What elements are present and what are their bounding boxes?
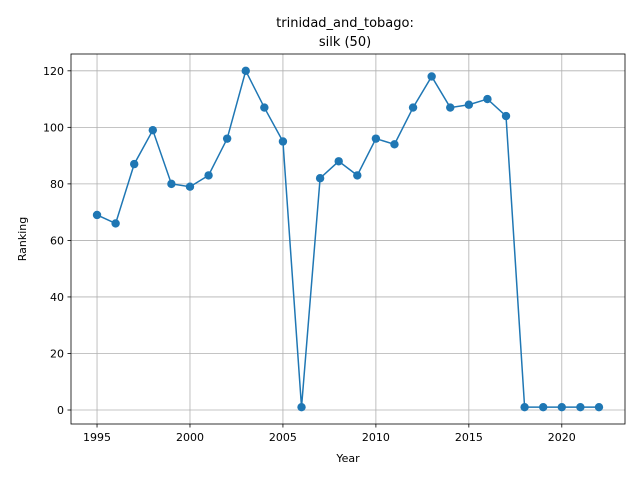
plot-frame: [70, 53, 626, 425]
data-point: [222, 134, 232, 143]
grid-lines: [71, 54, 625, 424]
data-point: [111, 219, 120, 228]
data-point: [92, 210, 102, 220]
data-point: [130, 159, 139, 169]
x-tick-label: 2015: [455, 431, 483, 444]
y-tick-label: 0: [57, 404, 64, 417]
x-tick-label: 1995: [83, 431, 111, 444]
x-axis-label: Year: [335, 452, 360, 465]
data-point: [334, 157, 343, 166]
y-tick-label: 100: [43, 121, 64, 134]
axis-ticks: 1995 2000 2005 2010 2015 2020 0 20 40 60 80 100 120: [43, 65, 576, 444]
chart-title-line-2: silk (50): [319, 35, 371, 50]
x-tick-label: 2010: [362, 431, 390, 444]
chart-title-line-1: trinidad_and_tobago:: [276, 16, 414, 31]
data-point: [464, 100, 474, 109]
data-point: [297, 402, 306, 412]
data-point: [241, 66, 250, 76]
data-point: [520, 402, 529, 412]
data-point: [371, 134, 381, 143]
data-point: [539, 402, 548, 412]
data-point: [315, 174, 325, 183]
data-point: [167, 179, 176, 189]
y-axis-label: Ranking: [16, 217, 29, 262]
data-point: [148, 125, 157, 135]
y-tick-label: 40: [50, 291, 64, 304]
data-point: [501, 111, 511, 121]
data-point: [557, 402, 566, 412]
data-point: [260, 103, 269, 112]
data-point: [278, 137, 288, 146]
y-tick-label: 20: [50, 347, 64, 360]
y-tick-label: 120: [43, 65, 64, 78]
y-tick-label: 60: [50, 234, 64, 247]
x-tick-label: 2005: [269, 431, 297, 444]
data-point: [408, 103, 418, 112]
data-point: [390, 140, 399, 149]
data-point: [353, 171, 362, 180]
data-point: [204, 171, 213, 180]
data-point: [576, 402, 585, 412]
data-point: [185, 182, 195, 191]
y-tick-label: 80: [50, 178, 64, 191]
data-point: [427, 72, 436, 81]
x-tick-label: 2020: [548, 431, 576, 444]
data-point: [483, 94, 492, 104]
series-line: [96, 68, 599, 408]
data-point: [594, 402, 604, 412]
data-series: [92, 66, 604, 412]
data-point: [446, 103, 455, 112]
x-tick-label: 2000: [176, 431, 204, 444]
